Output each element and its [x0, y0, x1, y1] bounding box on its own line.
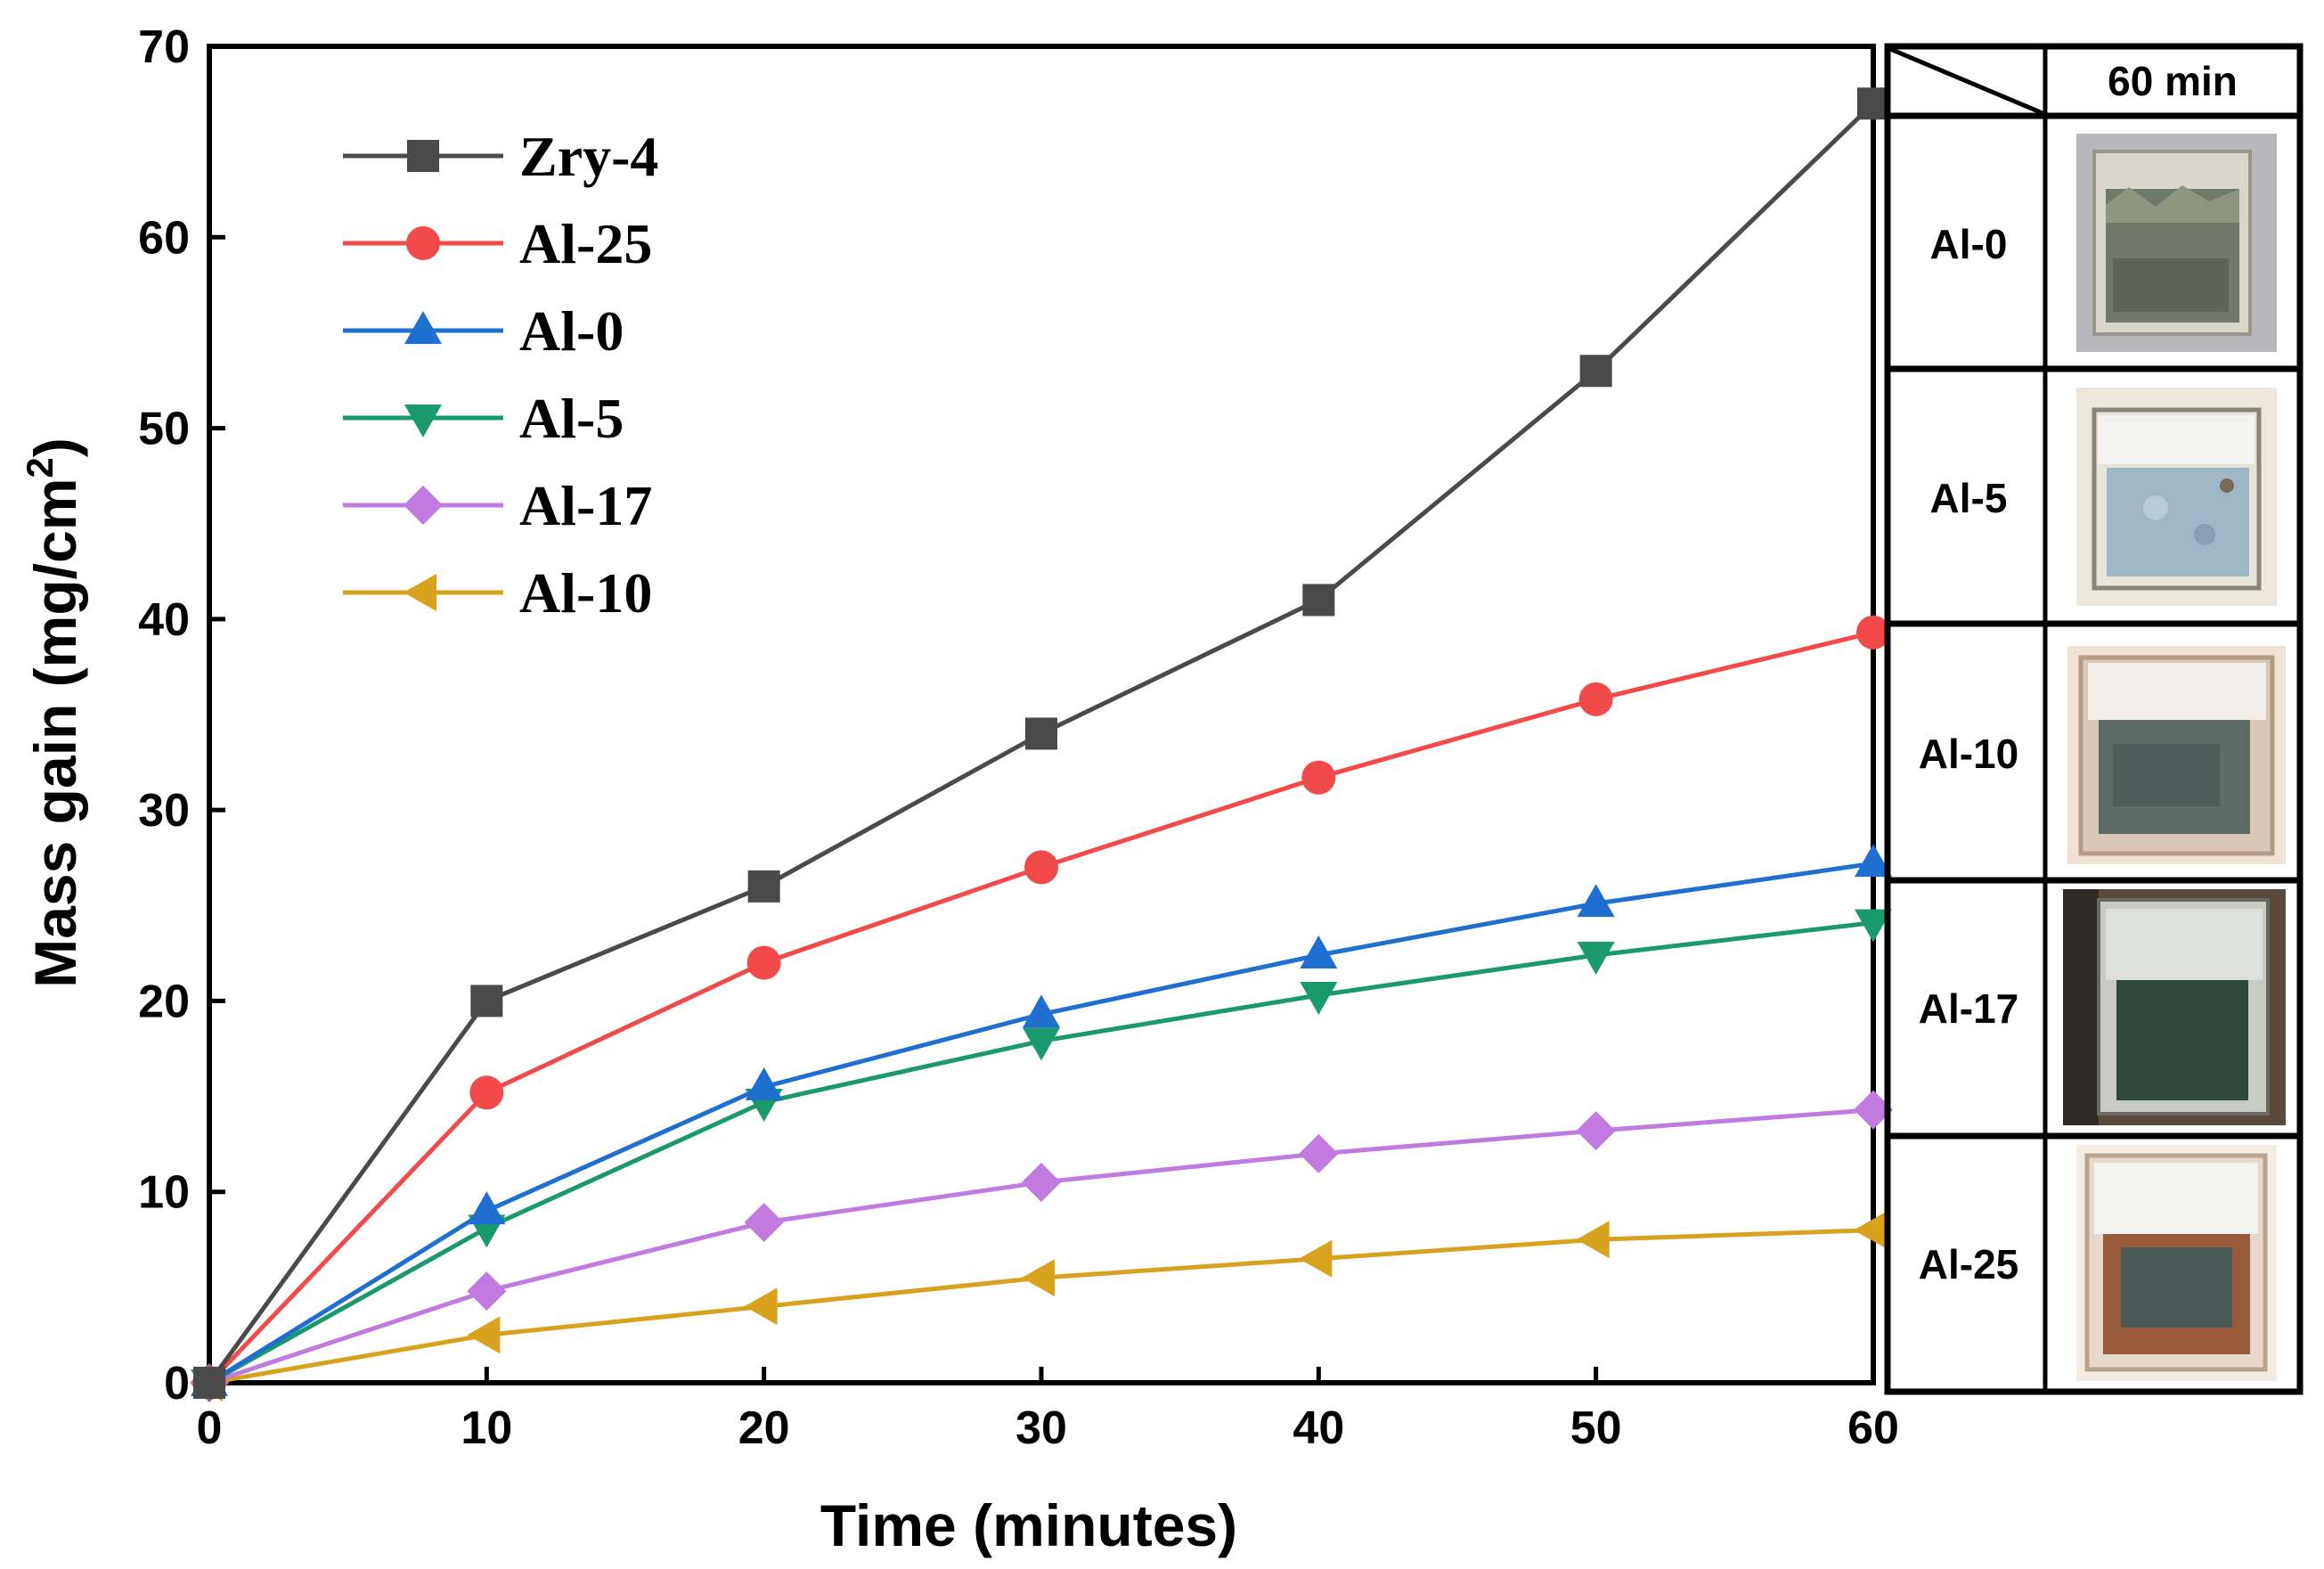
data-point — [744, 1203, 784, 1242]
table-frame — [1884, 43, 2304, 1395]
data-point — [1577, 942, 1615, 975]
data-point — [1576, 1111, 1616, 1151]
y-axis-title: Mass gain (mg/cm2) — [19, 437, 88, 988]
table-row-label: Al-17 — [1919, 985, 2018, 1032]
data-point — [745, 1066, 783, 1100]
data-point — [1857, 87, 1889, 120]
plot-area: 0 10 20 30 40 50 60 70 0 10 20 30 40 50 60 Zry-4 Al-25… — [138, 21, 1899, 1454]
data-point — [1301, 760, 1336, 795]
series-layer — [190, 87, 1893, 1402]
legend-marker — [407, 140, 439, 172]
data-point — [1578, 682, 1613, 716]
x-tick-label: 0 — [197, 1402, 223, 1454]
al-25-sample-photo — [2076, 1145, 2277, 1381]
data-point — [468, 1191, 506, 1225]
legend-item: Al-25 — [343, 212, 652, 275]
series-al-5 — [191, 909, 1892, 1402]
data-point — [744, 1287, 778, 1326]
y-axis: 0 10 20 30 40 50 60 70 — [138, 21, 225, 1410]
data-point — [1579, 355, 1612, 388]
data-point — [1299, 1239, 1333, 1278]
y-tick-label: 0 — [164, 1358, 190, 1410]
legend-marker — [404, 405, 442, 437]
x-tick-label: 60 — [1847, 1402, 1899, 1454]
x-tick-label: 50 — [1570, 1402, 1622, 1454]
legend-item: Al-10 — [343, 561, 652, 625]
series-zry-4 — [193, 87, 1889, 1399]
y-axis-title-superscript: 2 — [19, 457, 61, 478]
y-tick-label: 50 — [138, 404, 190, 455]
legend-label: Al-5 — [519, 387, 624, 450]
y-tick-label: 40 — [138, 594, 190, 646]
legend: Zry-4 Al-25 Al-0 Al-5 Al-17 Al-10 — [343, 125, 658, 625]
legend-marker — [404, 486, 443, 525]
series-al-25 — [192, 615, 1890, 1400]
data-point — [1024, 850, 1058, 885]
data-point — [467, 1271, 507, 1312]
x-axis-title: Time (minutes) — [820, 1492, 1237, 1558]
data-point — [470, 985, 503, 1017]
legend-marker — [406, 226, 440, 260]
table-row-label: Al-25 — [1919, 1241, 2018, 1287]
data-point — [1854, 1211, 1887, 1249]
x-tick-label: 20 — [738, 1402, 790, 1454]
legend-label: Al-17 — [519, 474, 652, 537]
y-axis-title-main: Mass gain (mg/cm — [22, 478, 88, 988]
al-0-sample-photo — [2076, 134, 2277, 352]
y-tick-label: 30 — [138, 785, 190, 837]
table-row-label: Al-0 — [1930, 221, 2008, 267]
legend-label: Al-25 — [519, 212, 652, 275]
data-point — [1299, 1133, 1339, 1173]
data-point — [467, 1316, 501, 1354]
data-point — [1025, 717, 1057, 750]
series-al-0 — [191, 844, 1892, 1396]
legend-item: Al-0 — [343, 299, 624, 363]
table-row-label: Al-5 — [1930, 475, 2008, 521]
data-point — [193, 1367, 225, 1399]
table-row-label: Al-10 — [1919, 731, 2018, 777]
data-point — [1023, 994, 1060, 1028]
data-point — [1577, 884, 1615, 918]
data-point — [1022, 1163, 1061, 1202]
data-point — [1300, 982, 1338, 1015]
data-point — [1302, 584, 1335, 617]
data-point — [1300, 936, 1338, 968]
y-tick-label: 10 — [138, 1167, 190, 1219]
x-tick-label: 40 — [1292, 1402, 1344, 1454]
data-point — [469, 1075, 504, 1110]
y-tick-label: 60 — [138, 212, 190, 264]
series-line — [208, 920, 1874, 1385]
al-17-sample-photo — [2063, 889, 2286, 1125]
series-line — [208, 1228, 1874, 1385]
legend-item: Zry-4 — [343, 125, 658, 188]
legend-item: Al-17 — [343, 474, 652, 537]
sample-table: 60 min Al-0 Al-5 Al-10 Al-17 Al-25 — [1884, 43, 2304, 1395]
table-header-diagonal — [1889, 46, 2043, 116]
x-tick-label: 30 — [1015, 1402, 1067, 1454]
data-point — [1856, 615, 1890, 650]
data-point — [747, 870, 780, 903]
legend-marker — [404, 574, 436, 611]
legend-label: Al-10 — [519, 561, 652, 625]
data-point — [1023, 1027, 1060, 1061]
table-header-label: 60 min — [2108, 58, 2238, 104]
legend-label: Zry-4 — [519, 125, 658, 188]
y-tick-label: 20 — [138, 976, 190, 1027]
data-point — [1022, 1259, 1055, 1297]
al-5-sample-photo — [2076, 388, 2277, 606]
data-point — [1855, 909, 1892, 943]
data-point — [746, 945, 781, 980]
x-axis: 0 10 20 30 40 50 60 — [197, 1367, 1899, 1454]
al-10-sample-photo — [2067, 646, 2286, 864]
data-point — [1855, 844, 1892, 878]
y-tick-label: 70 — [138, 21, 190, 73]
x-tick-label: 10 — [461, 1402, 512, 1454]
data-point — [1576, 1221, 1610, 1259]
legend-item: Al-5 — [343, 387, 624, 450]
data-point — [1854, 1090, 1893, 1130]
legend-marker — [404, 311, 442, 344]
legend-label: Al-0 — [519, 299, 624, 363]
y-axis-title-close: ) — [22, 437, 88, 457]
